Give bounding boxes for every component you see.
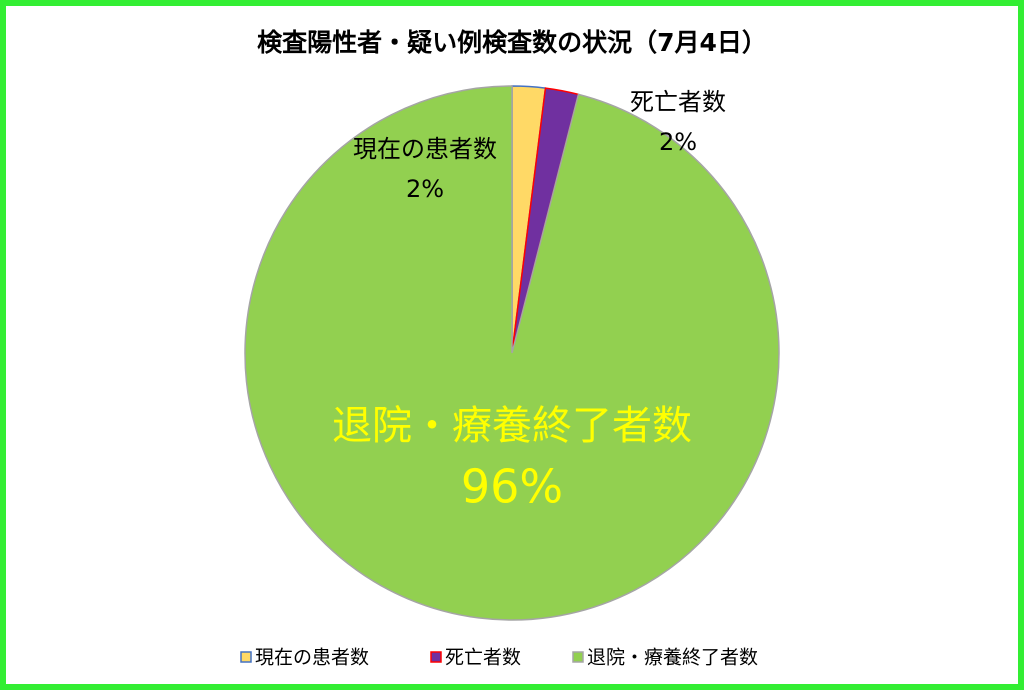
legend-label: 現在の患者数 — [255, 647, 369, 669]
legend-swatch — [240, 651, 252, 663]
legend-swatch — [572, 651, 584, 663]
legend-label: 死亡者数 — [445, 647, 521, 669]
data-label-value: 2% — [659, 128, 697, 156]
data-label-name: 退院・療養終了者数 — [332, 403, 692, 449]
chart-title: 検査陽性者・疑い例検査数の状況（7月4日） — [257, 28, 767, 57]
data-label-name: 現在の患者数 — [353, 135, 497, 163]
legend-label: 退院・療養終了者数 — [587, 647, 758, 669]
legend-swatch — [430, 651, 442, 663]
data-label-name: 死亡者数 — [630, 88, 726, 116]
data-label-value: 96% — [461, 460, 563, 514]
data-label-value: 2% — [406, 175, 444, 203]
pie-slice — [244, 85, 780, 621]
